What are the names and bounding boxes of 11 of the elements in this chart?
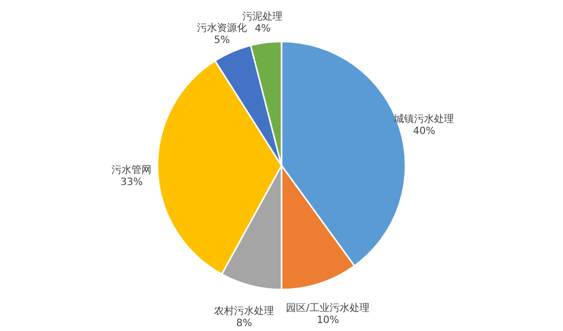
data-label: 5% bbox=[214, 34, 230, 46]
data-label: 40% bbox=[413, 126, 436, 138]
slice-label: 污水资源化 bbox=[196, 22, 247, 34]
data-label: 8% bbox=[236, 318, 252, 329]
slice-label: 园区/工业污水处理 bbox=[286, 302, 370, 314]
data-label: 33% bbox=[120, 177, 143, 188]
data-label: 10% bbox=[316, 315, 339, 326]
data-label: 4% bbox=[254, 24, 271, 35]
slice-label: 农村污水处理 bbox=[214, 304, 274, 317]
slice-label: 污泥处理 bbox=[242, 10, 283, 23]
slice-label: 污水管网 bbox=[112, 164, 152, 176]
